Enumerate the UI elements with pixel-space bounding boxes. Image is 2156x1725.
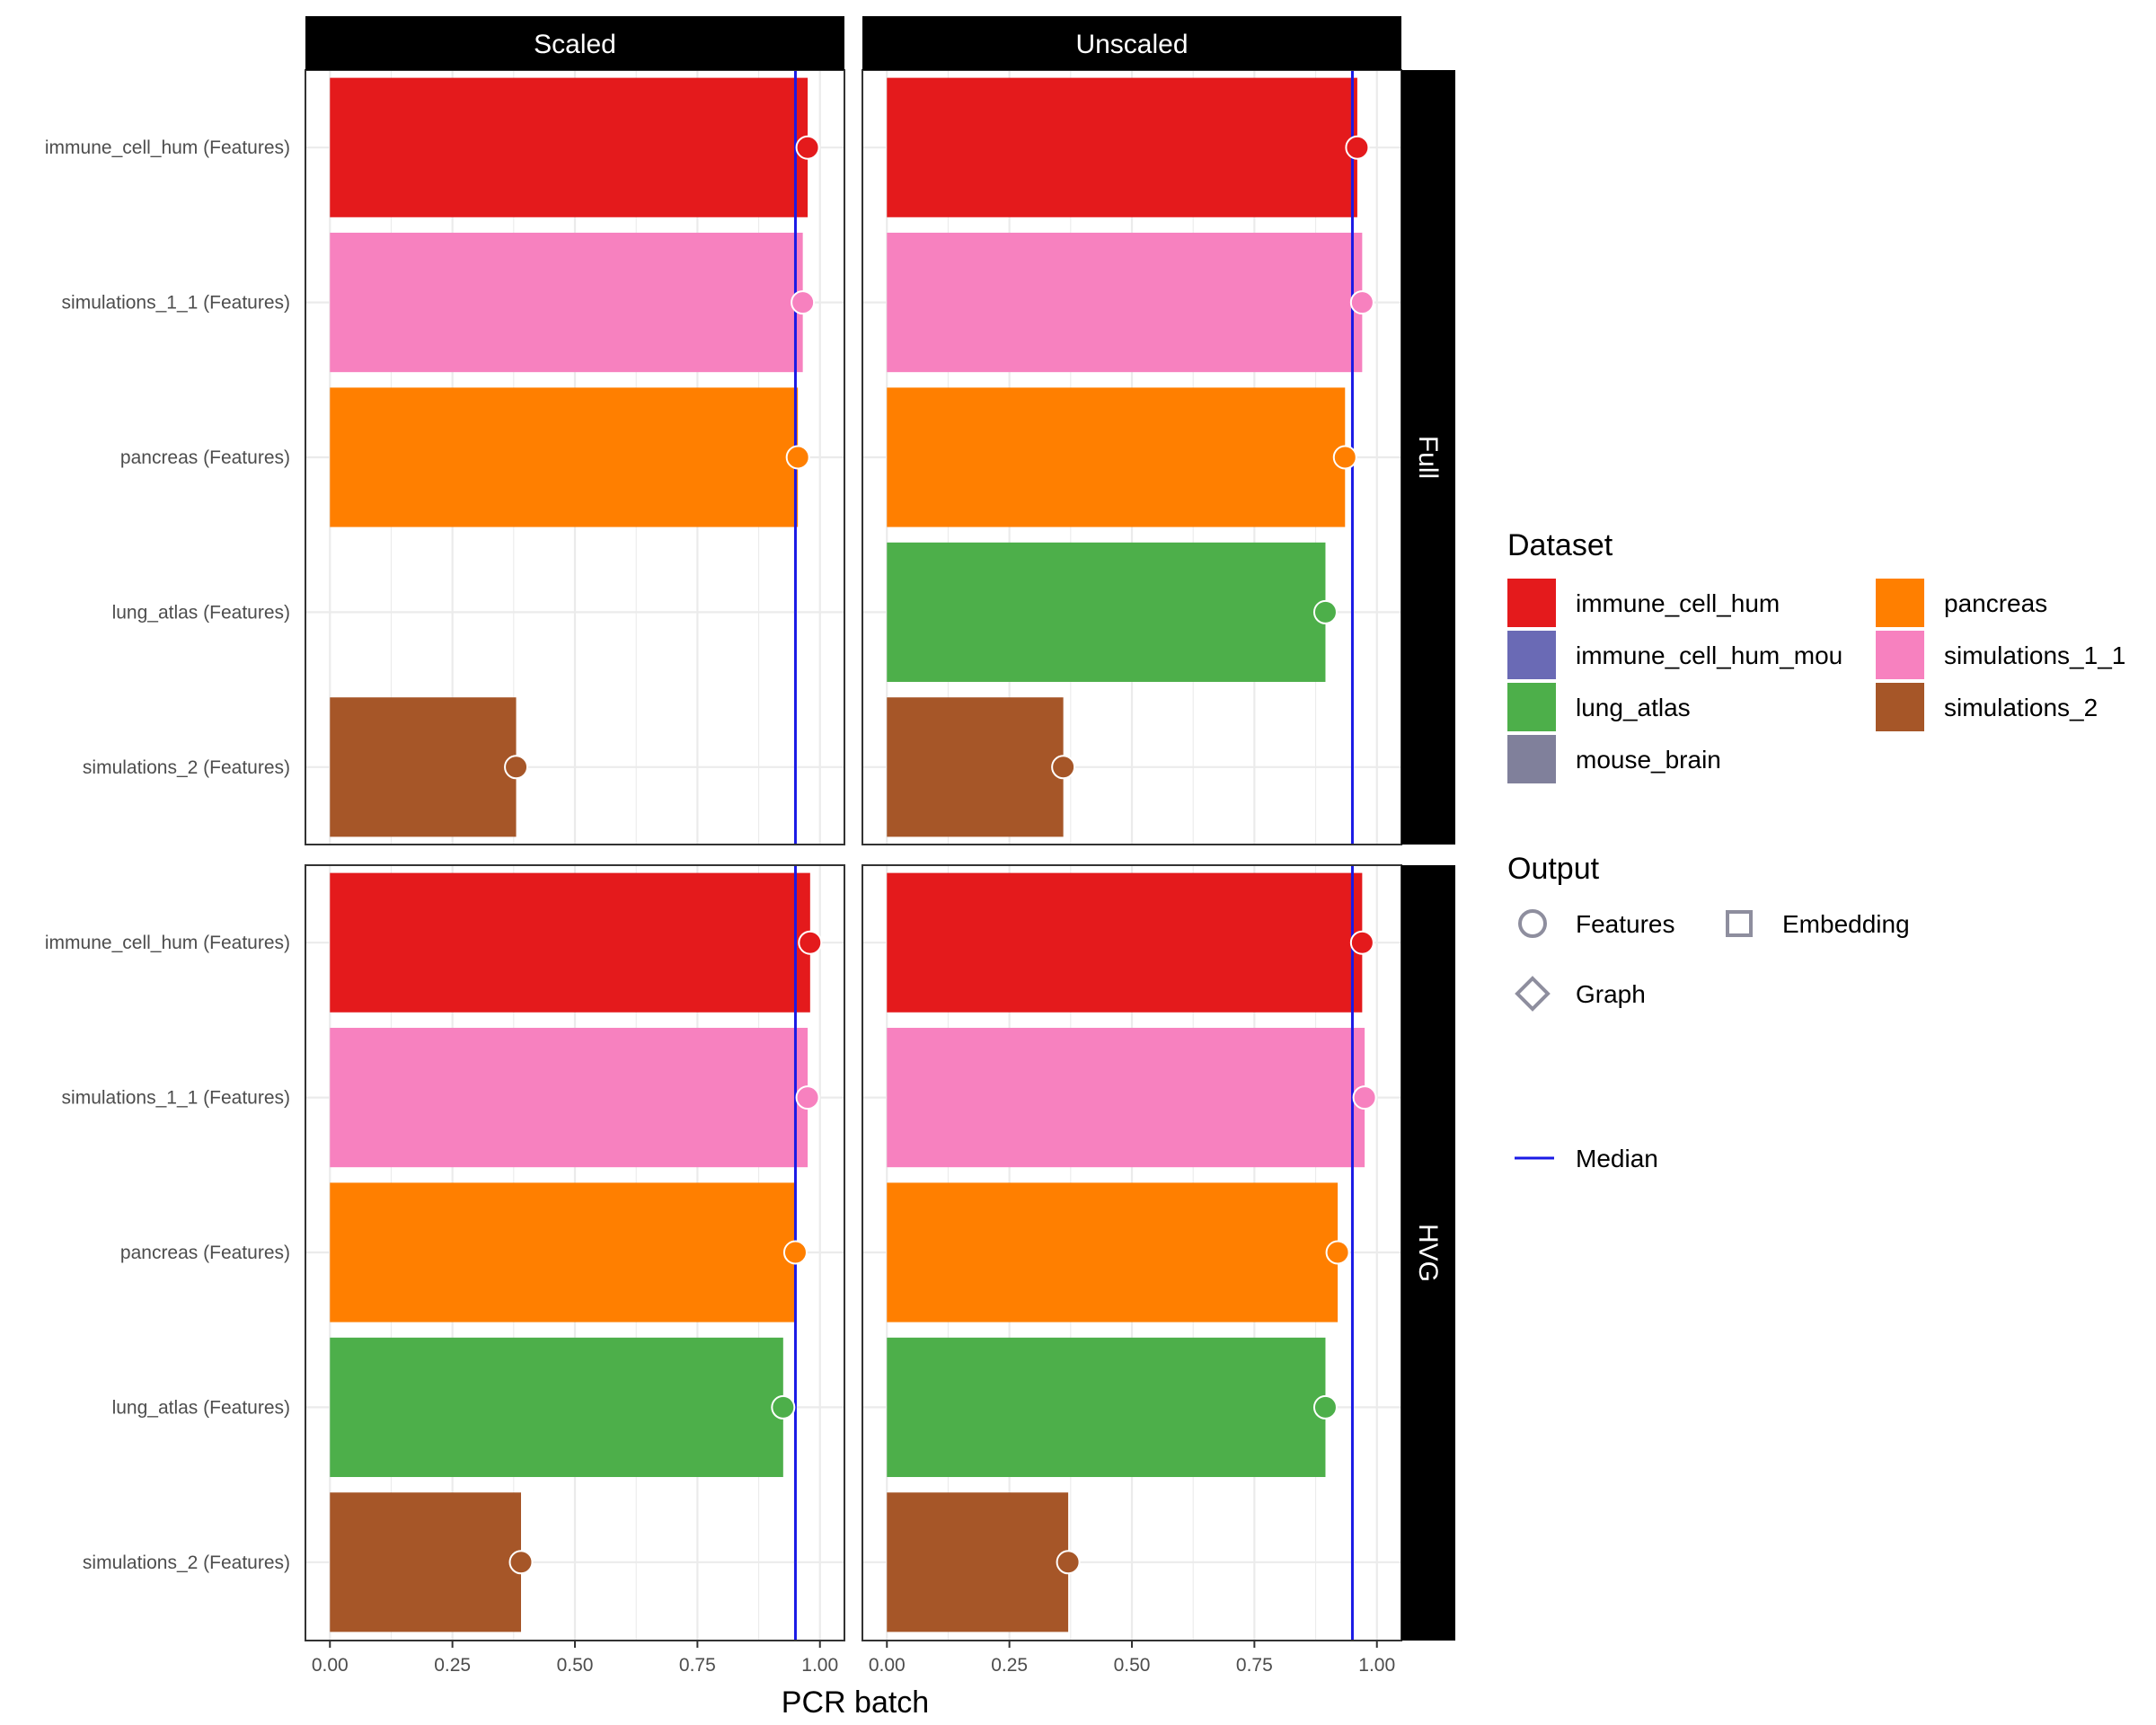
y-tick-label: lung_atlas (Features) [112, 602, 290, 623]
panel-hvg-scaled [305, 864, 845, 1641]
y-tick-label: simulations_2 (Features) [83, 1552, 290, 1573]
point-simulations_1_1 [1352, 1085, 1377, 1110]
legend-label-graph: Graph [1576, 980, 1646, 1008]
legend-key-simulations_2 [1876, 683, 1924, 731]
legend-title-output: Output [1507, 852, 1600, 886]
legend-label-immune_cell_hum: immune_cell_hum [1576, 589, 1780, 617]
bar-simulations_1_1 [330, 1028, 808, 1168]
point-simulations_1_1 [1349, 290, 1374, 315]
bar-pancreas [330, 387, 799, 527]
point-simulations_2 [508, 1550, 534, 1575]
bar-simulations_1_1 [330, 233, 803, 373]
point-immune_cell_hum [1345, 135, 1370, 160]
panel-hvg-unscaled [862, 864, 1402, 1641]
legend-label-features: Features [1576, 910, 1675, 938]
panel-full-scaled [305, 69, 845, 845]
point-simulations_1_1 [795, 1085, 820, 1110]
bar-simulations_1_1 [887, 233, 1363, 373]
bar-immune_cell_hum [330, 77, 808, 217]
bar-simulations_2 [330, 1492, 521, 1632]
legend-key-lung_atlas [1507, 683, 1556, 731]
strip-label-hvg: HVG [1413, 1224, 1443, 1282]
strip-hvg [1401, 865, 1455, 1641]
strip-label-scaled: Scaled [534, 30, 616, 59]
x-axis-title: PCR batch [782, 1685, 929, 1720]
y-tick-label: simulations_1_1 (Features) [62, 1088, 290, 1109]
y-tick-label: simulations_1_1 (Features) [62, 293, 290, 314]
point-pancreas [785, 445, 810, 470]
y-tick-label: immune_cell_hum (Features) [45, 933, 290, 953]
legend-label-embedding: Embedding [1782, 910, 1910, 938]
y-tick-label: simulations_2 (Features) [83, 757, 290, 778]
legend-key-immune_cell_hum [1507, 579, 1556, 627]
legend-label-median: Median [1576, 1145, 1658, 1172]
y-tick-label: pancreas (Features) [120, 447, 290, 468]
legend-shape-circle [1518, 909, 1547, 938]
point-lung_atlas [1312, 1394, 1338, 1420]
point-simulations_1_1 [791, 290, 816, 315]
strip-full [1401, 70, 1455, 845]
strip-scaled [305, 16, 844, 70]
legend-key-immune_cell_hum_mou [1507, 631, 1556, 679]
bar-lung_atlas [887, 1337, 1326, 1477]
bar-simulations_2 [330, 697, 517, 837]
bar-lung_atlas [330, 1337, 783, 1477]
y-tick-label: pancreas (Features) [120, 1243, 290, 1263]
point-pancreas [1325, 1240, 1350, 1265]
legend-label-simulations_2: simulations_2 [1944, 694, 2098, 721]
axis-layer: immune_cell_hum (Features) simulations_1_… [45, 137, 1395, 1676]
x-tick-label: 0.25 [991, 1655, 1028, 1676]
bar-immune_cell_hum [887, 77, 1357, 217]
point-simulations_2 [504, 755, 529, 780]
y-tick-label: lung_atlas (Features) [112, 1397, 290, 1418]
bar-pancreas [330, 1182, 796, 1322]
bar-lung_atlas [887, 542, 1326, 682]
point-pancreas [782, 1240, 808, 1265]
bar-simulations_2 [887, 697, 1064, 837]
x-tick-label: 0.25 [434, 1655, 471, 1676]
bar-simulations_2 [887, 1492, 1069, 1632]
x-tick-label: 0.00 [869, 1655, 906, 1676]
bar-immune_cell_hum [887, 872, 1363, 1013]
bar-pancreas [887, 387, 1346, 527]
x-tick-label: 0.75 [679, 1655, 716, 1676]
x-tick-label: 0.50 [1114, 1655, 1151, 1676]
bar-simulations_1_1 [887, 1028, 1365, 1168]
legend-key-pancreas [1876, 579, 1924, 627]
y-tick-label: immune_cell_hum (Features) [45, 137, 290, 158]
legend-label-pancreas: pancreas [1944, 589, 2047, 617]
x-tick-label: 0.75 [1236, 1655, 1273, 1676]
bar-pancreas [887, 1182, 1339, 1322]
x-tick-label: 1.00 [1358, 1655, 1395, 1676]
strip-unscaled [862, 16, 1401, 70]
point-simulations_2 [1051, 755, 1076, 780]
point-pancreas [1332, 445, 1357, 470]
x-tick-label: 0.00 [312, 1655, 349, 1676]
legend-label-immune_cell_hum_mou: immune_cell_hum_mou [1576, 641, 1842, 669]
panel-full-unscaled [862, 69, 1402, 845]
panels-layer: Scaled Unscaled Full HVG [305, 16, 1455, 1641]
legend: Dataset immune_cell_hum immune_cell_hum_mo… [1507, 528, 2125, 1172]
x-tick-label: 1.00 [801, 1655, 838, 1676]
point-immune_cell_hum [798, 930, 823, 955]
point-immune_cell_hum [795, 135, 820, 160]
bar-immune_cell_hum [330, 872, 810, 1013]
legend-shape-square [1726, 910, 1753, 937]
legend-label-simulations_1_1: simulations_1_1 [1944, 641, 2125, 669]
point-simulations_2 [1056, 1550, 1081, 1575]
point-lung_atlas [1312, 599, 1338, 624]
point-lung_atlas [771, 1394, 796, 1420]
legend-label-lung_atlas: lung_atlas [1576, 694, 1691, 721]
point-immune_cell_hum [1349, 930, 1374, 955]
legend-key-simulations_1_1 [1876, 631, 1924, 679]
legend-label-mouse_brain: mouse_brain [1576, 746, 1721, 774]
legend-title-dataset: Dataset [1507, 528, 1613, 562]
strip-label-full: Full [1413, 436, 1443, 479]
x-tick-label: 0.50 [557, 1655, 594, 1676]
legend-shape-diamond [1515, 976, 1551, 1012]
strip-label-unscaled: Unscaled [1075, 30, 1188, 59]
legend-key-mouse_brain [1507, 735, 1556, 783]
